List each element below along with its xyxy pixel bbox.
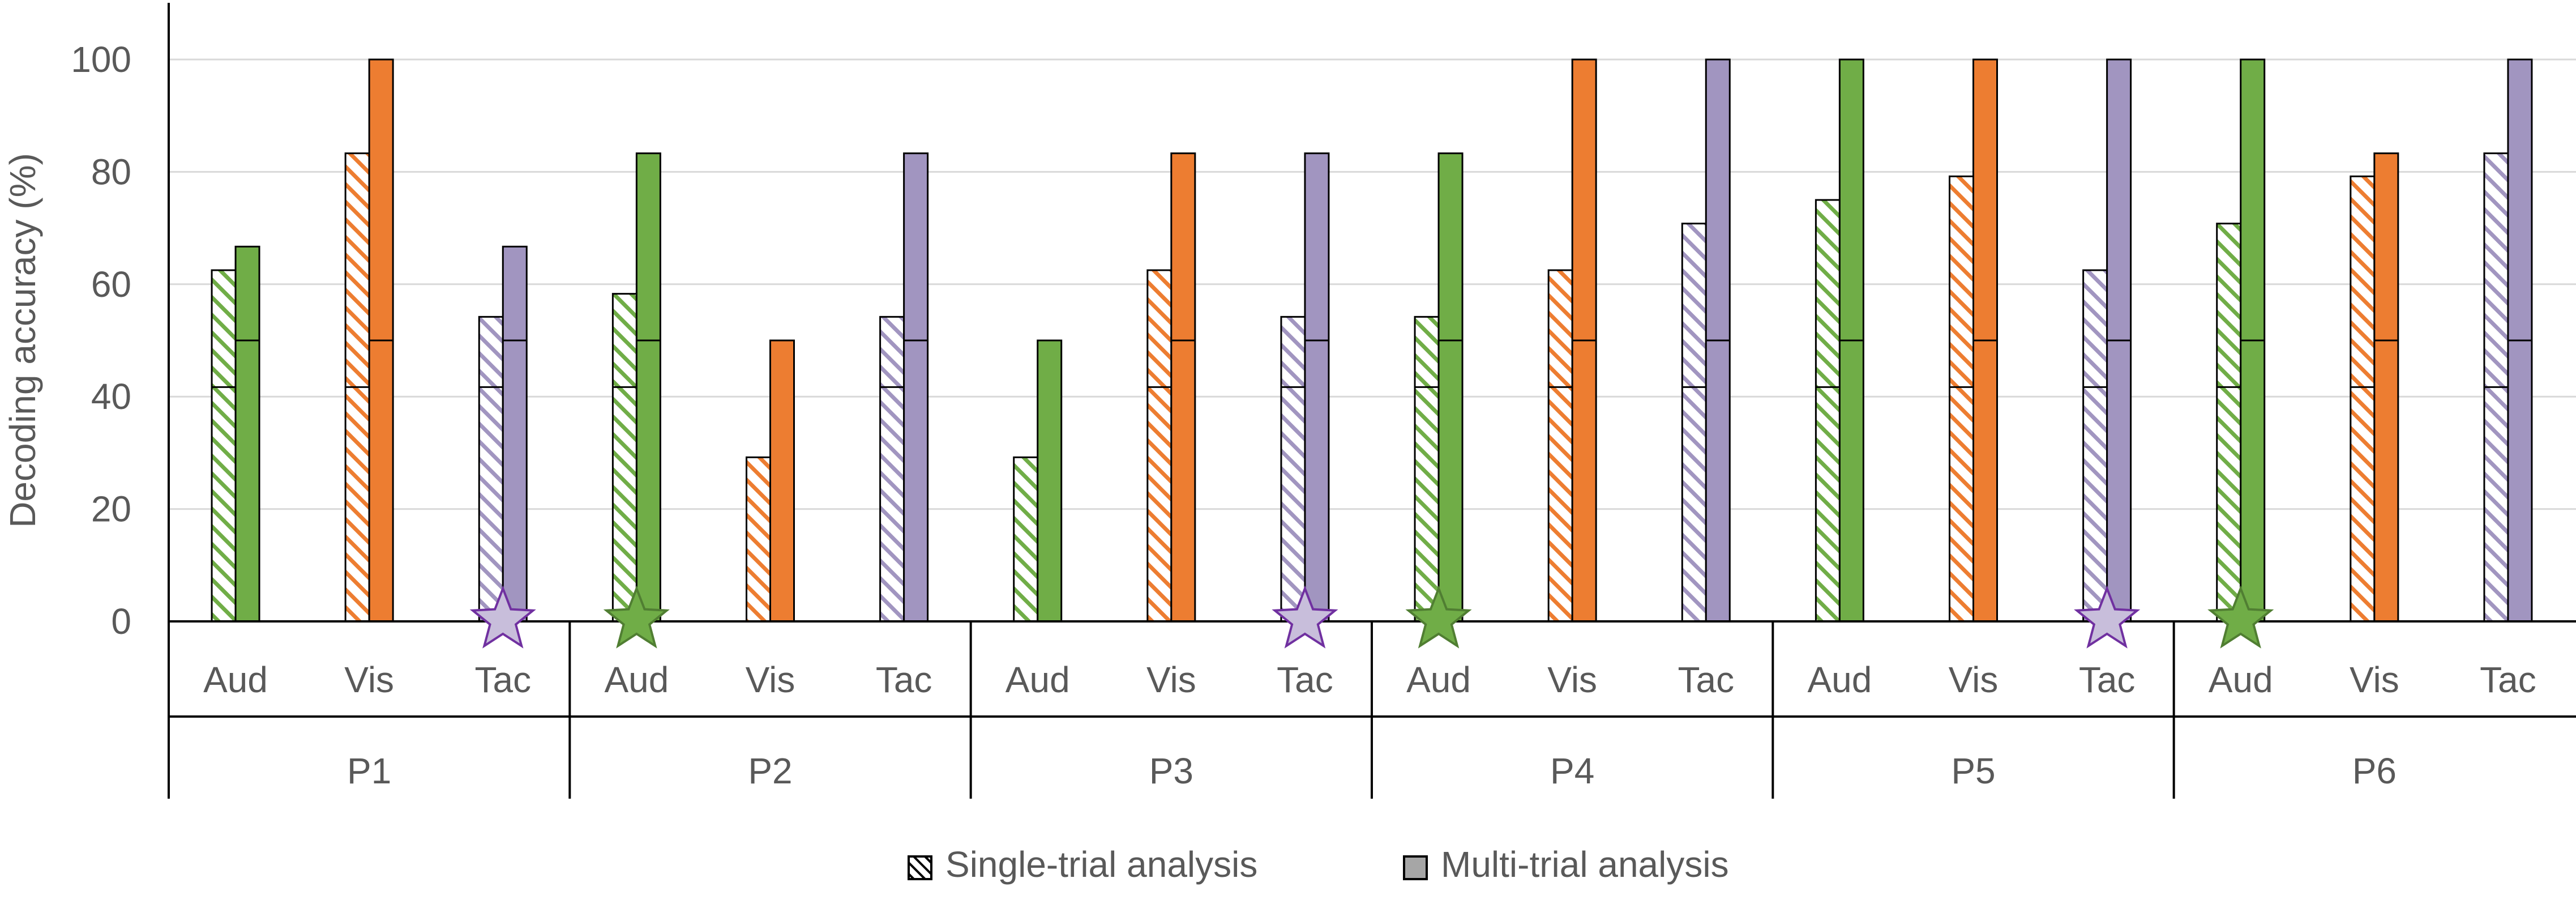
modality-label-P6-Tac: Tac (2480, 659, 2536, 700)
modality-label-P4-Vis: Vis (1547, 659, 1597, 700)
bar-multi-P4-Aud (1437, 152, 1464, 623)
bar-single-P3-Vis (1146, 269, 1173, 623)
y-axis-title: Decoding accuracy (%) (2, 153, 43, 528)
modality-label-P2-Aud: Aud (604, 659, 669, 700)
bar-single-P2-Aud (611, 293, 637, 623)
participant-label-P5: P5 (1951, 751, 1995, 791)
modality-label-P4-Aud: Aud (1406, 659, 1471, 700)
y-tick-label-60: 60 (91, 264, 131, 305)
significance-star-P1-Tac (469, 585, 536, 649)
modality-label-P5-Aud: Aud (1807, 659, 1872, 700)
modality-label-P2-Tac: Tac (876, 659, 932, 700)
significance-star-P6-Aud (2207, 585, 2274, 649)
modality-label-P1-Vis: Vis (344, 659, 394, 700)
bar-single-P4-Tac (1681, 223, 1707, 623)
bar-single-P4-Aud (1414, 316, 1440, 623)
modality-label-P6-Aud: Aud (2209, 659, 2273, 700)
bars (211, 58, 2533, 623)
bar-multi-P1-Aud (234, 245, 260, 623)
bar-multi-P2-Aud (635, 152, 661, 623)
gridlines (169, 58, 2576, 510)
modality-label-P3-Tac: Tac (1277, 659, 1333, 700)
legend-swatch-multi (1403, 855, 1428, 880)
modality-label-P2-Vis: Vis (746, 659, 795, 700)
bar-single-P5-Tac (2082, 269, 2108, 623)
y-tick-label-20: 20 (91, 489, 131, 530)
legend-swatch-single (908, 855, 932, 880)
modality-label-P4-Tac: Tac (1678, 659, 1734, 700)
bar-multi-P3-Aud (1037, 339, 1063, 623)
participant-label-P3: P3 (1149, 751, 1193, 791)
participant-label-P4: P4 (1550, 751, 1594, 791)
significance-star-P3-Tac (1272, 585, 1338, 649)
y-tick-label-80: 80 (91, 151, 131, 192)
bar-multi-P3-Vis (1170, 152, 1196, 623)
bar-single-P1-Aud (211, 269, 237, 623)
axis-labels: Decoding accuracy (%) 0 20 40 60 80 100 P1 Aud V… (2, 39, 2536, 791)
bar-multi-P6-Vis (2373, 152, 2399, 623)
y-tick-label-0: 0 (111, 601, 131, 642)
legend-label-single: Single-trial analysis (945, 844, 1257, 885)
significance-stars (469, 585, 2274, 649)
participant-label-P6: P6 (2352, 751, 2397, 791)
y-tick-label-40: 40 (91, 376, 131, 417)
legend: Single-trial analysis Multi-trial analys… (908, 844, 1729, 885)
modality-label-P6-Vis: Vis (2350, 659, 2399, 700)
bar-multi-P3-Tac (1304, 152, 1330, 623)
bar-single-P1-Tac (478, 316, 504, 623)
axes (168, 3, 2576, 799)
modality-label-P1-Aud: Aud (203, 659, 268, 700)
significance-star-P4-Aud (1405, 585, 1472, 649)
bar-single-P3-Tac (1280, 316, 1306, 623)
modality-label-P5-Tac: Tac (2079, 659, 2136, 700)
modality-label-P5-Vis: Vis (1949, 659, 1999, 700)
modality-label-P1-Tac: Tac (474, 659, 531, 700)
significance-star-P5-Tac (2074, 585, 2141, 649)
participant-label-P2: P2 (748, 751, 792, 791)
bar-single-P6-Vis (2350, 175, 2376, 623)
bar-single-P5-Vis (1949, 175, 1974, 623)
legend-label-multi: Multi-trial analysis (1441, 844, 1729, 885)
bar-single-P2-Tac (879, 316, 905, 623)
modality-label-P3-Aud: Aud (1005, 659, 1070, 700)
bar-single-P6-Aud (2216, 223, 2242, 623)
bar-multi-P1-Tac (502, 245, 528, 623)
y-tick-label-100: 100 (71, 39, 131, 80)
modality-label-P3-Vis: Vis (1146, 659, 1196, 700)
bar-single-P5-Aud (1815, 199, 1841, 623)
bar-multi-P2-Tac (903, 152, 929, 623)
bar-single-P4-Vis (1547, 269, 1573, 623)
significance-star-P2-Aud (603, 585, 670, 649)
bar-multi-P2-Vis (769, 339, 795, 623)
bar-single-P3-Aud (1013, 456, 1039, 623)
bar-single-P2-Vis (746, 456, 771, 623)
participant-label-P1: P1 (347, 751, 391, 791)
